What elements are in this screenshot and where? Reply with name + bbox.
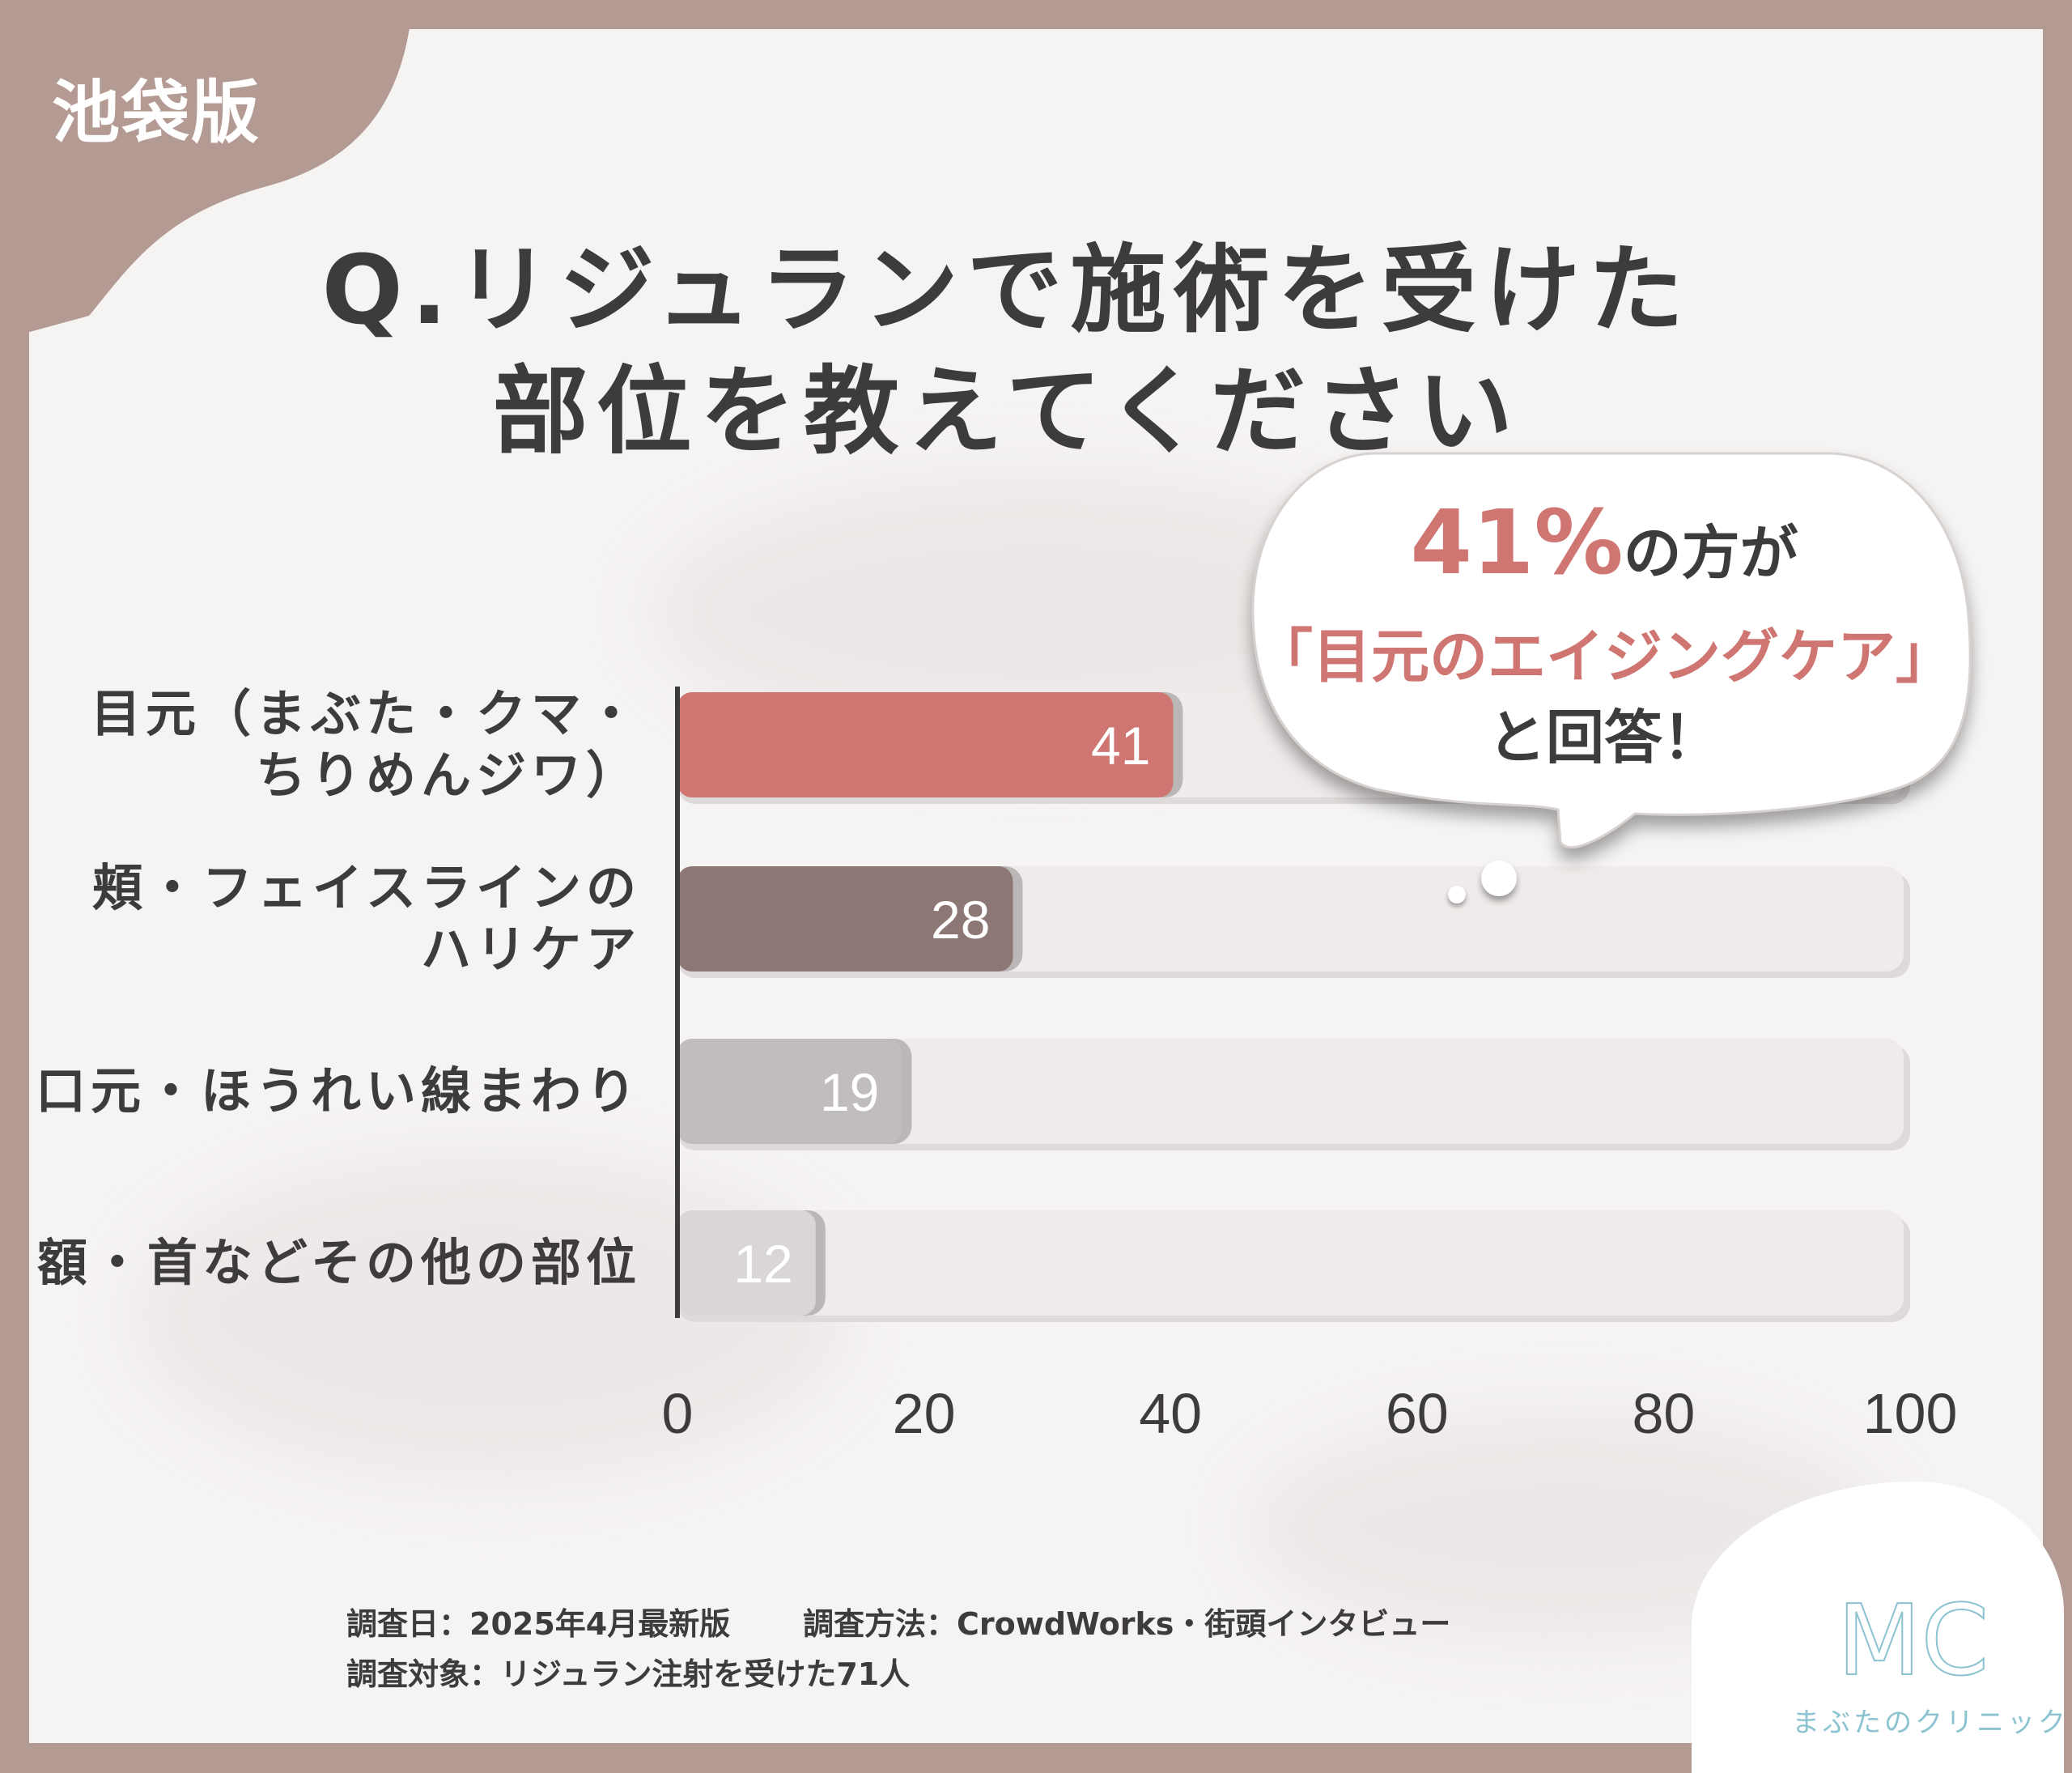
category-label-line: 額・首などその他の部位 bbox=[36, 1233, 641, 1292]
logo-mark-text: MC bbox=[1837, 1593, 1989, 1682]
clinic-name: まぶたのクリニック bbox=[1792, 1707, 2069, 1739]
category-label-line: 口元・ほうれい線まわり bbox=[35, 1061, 641, 1120]
bar-value-label: 41 bbox=[1091, 716, 1150, 776]
x-tick-label: 80 bbox=[1632, 1382, 1695, 1445]
x-tick-label: 40 bbox=[1139, 1382, 1202, 1445]
callout-percent: 41% bbox=[1410, 491, 1624, 594]
category-label-line: 目元（まぶた・クマ・ bbox=[90, 684, 641, 743]
callout-line1: 41%の方が bbox=[1224, 491, 1985, 594]
bar-2 bbox=[677, 866, 1013, 972]
logo-background bbox=[1692, 1482, 2064, 1773]
bar-value-label: 12 bbox=[733, 1234, 792, 1294]
x-tick-label: 0 bbox=[662, 1382, 694, 1445]
bar-3 bbox=[677, 1039, 902, 1144]
x-tick-label: 20 bbox=[893, 1382, 956, 1445]
bar-4 bbox=[677, 1210, 816, 1316]
category-label-2: 頬・フェイスラインの ハリケア bbox=[92, 857, 641, 980]
bar-track bbox=[677, 1210, 1904, 1316]
bar-chart: 41 28 19 12 0 20 40 60 80 100 bbox=[662, 687, 1958, 1445]
category-label-4: 額・首などその他の部位 bbox=[37, 1232, 641, 1294]
callout-line1-suffix: の方が bbox=[1623, 519, 1798, 587]
bar-1 bbox=[677, 692, 1174, 797]
category-label-line: ハリケア bbox=[420, 920, 641, 979]
category-label-line: 頬・フェイスラインの bbox=[91, 858, 641, 917]
bar-value-label: 28 bbox=[931, 890, 990, 950]
bar-track bbox=[677, 1039, 1904, 1144]
category-label-line: ちりめんジワ） bbox=[255, 746, 641, 805]
x-tick-label: 100 bbox=[1863, 1382, 1958, 1445]
survey-target: 調査対象：リジュラン注射を受けた71人 bbox=[346, 1656, 911, 1692]
survey-method: 調査方法：CrowdWorks・街頭インタビュー bbox=[803, 1606, 1451, 1642]
speech-bubble bbox=[1251, 452, 1972, 904]
category-label-3: 口元・ほうれい線まわり bbox=[36, 1061, 641, 1122]
x-tick-label: 60 bbox=[1386, 1382, 1449, 1445]
clinic-logo-mark: MC bbox=[1837, 1593, 1989, 1682]
bar-value-label: 19 bbox=[820, 1062, 879, 1122]
callout-line2: 「目元のエイジングケア」 bbox=[1254, 623, 1954, 691]
corner-tab bbox=[0, 0, 413, 340]
category-label-1: 目元（まぶた・クマ・ ちりめんジワ） bbox=[91, 683, 641, 806]
callout-line3: と回答！ bbox=[1487, 704, 1721, 772]
question-title-line2: 部位を教えてください bbox=[492, 355, 1522, 467]
survey-date: 調査日：2025年4月最新版 bbox=[346, 1606, 731, 1642]
location-badge: 池袋版 bbox=[52, 73, 261, 152]
question-title-line1: Q.リジュランで施術を受けた bbox=[321, 234, 1692, 346]
